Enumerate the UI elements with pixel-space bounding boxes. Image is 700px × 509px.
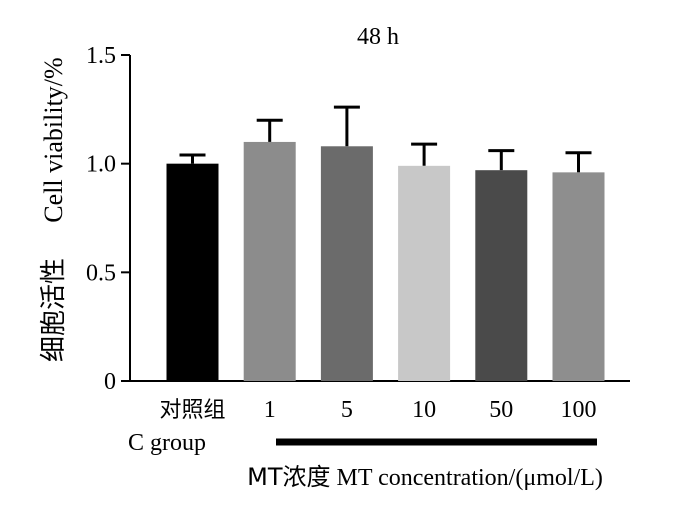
- y-axis-title-cn: 细胞活性: [39, 258, 69, 362]
- y-tick-label: 1.0: [86, 152, 116, 178]
- y-tick-label: 0.5: [86, 260, 116, 286]
- y-tick-label: 1.5: [86, 43, 116, 69]
- x-axis-title-en: MT concentration/(μmol/L): [337, 465, 603, 491]
- bar: [475, 170, 528, 381]
- x-axis-title: MT浓度 MT concentration/(μmol/L): [247, 463, 603, 491]
- x-tick-label: 5: [341, 397, 353, 423]
- x-tick-label: 对照组: [159, 398, 225, 423]
- y-axis-title: 细胞活性 Cell viability/%: [39, 57, 69, 362]
- bar: [552, 172, 605, 381]
- x-tick-label: 50: [489, 397, 513, 423]
- bar: [243, 141, 296, 381]
- chart-title: 48 h: [357, 24, 399, 50]
- control-group-label: C group: [128, 430, 206, 456]
- bar: [166, 163, 219, 381]
- x-tick-label: 1: [264, 397, 276, 423]
- y-axis-title-en: Cell viability/%: [39, 57, 68, 222]
- x-axis-title-cn: MT浓度: [247, 463, 330, 491]
- bar: [320, 146, 373, 381]
- bars: [166, 105, 605, 381]
- bar: [398, 165, 451, 381]
- x-tick-label: 100: [561, 397, 597, 423]
- y-tick-label: 0: [104, 369, 116, 395]
- x-tick-label: 10: [412, 397, 436, 423]
- x-tick-labels: 对照组 1 5 10 50 100: [159, 397, 596, 423]
